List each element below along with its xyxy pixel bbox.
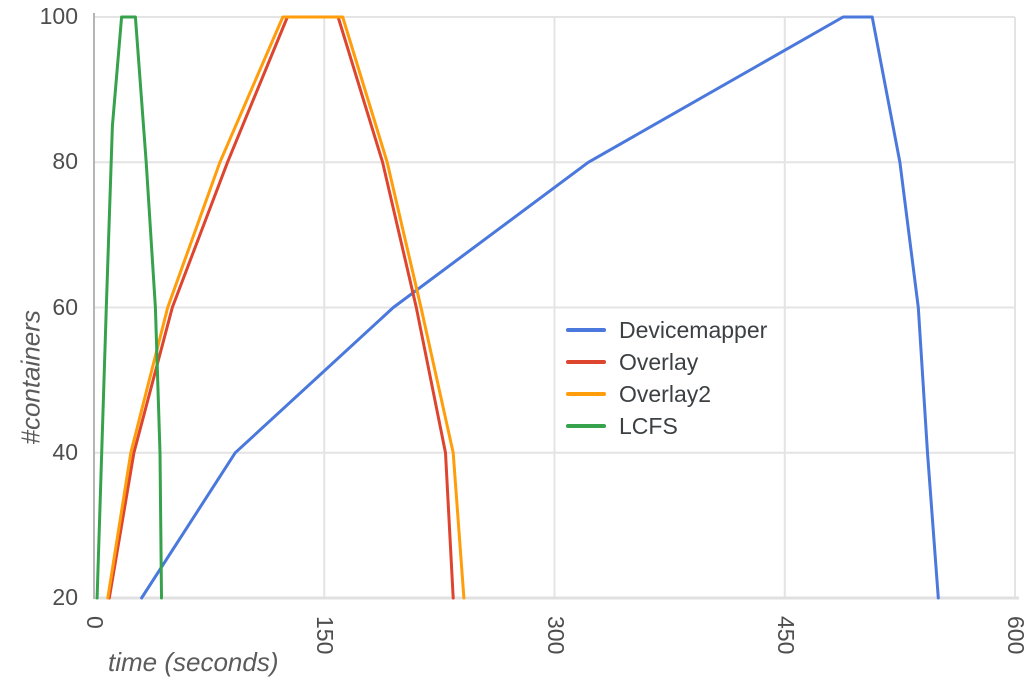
y-tick-label-60: 60 <box>52 293 78 320</box>
y-tick-label-100: 100 <box>39 3 78 29</box>
y-tick-label-80: 80 <box>52 148 78 175</box>
series-line-lcfs <box>95 15 163 600</box>
legend-item-overlay2: Overlay2 <box>566 378 767 410</box>
legend-label: LCFS <box>619 412 678 439</box>
series-line-overlay2 <box>106 15 466 600</box>
legend-swatch-overlay <box>566 360 606 364</box>
legend-label: Overlay <box>619 348 699 375</box>
legend: Devicemapper Overlay Overlay2 LCFS <box>566 314 767 442</box>
legend-label: Overlay2 <box>619 380 712 407</box>
legend-item-overlay: Overlay <box>566 346 767 378</box>
legend-label: Devicemapper <box>619 316 768 343</box>
legend-item-devicemapper: Devicemapper <box>566 314 767 346</box>
y-axis-title: #containers <box>15 310 46 445</box>
y-tick-label-20: 20 <box>52 584 78 610</box>
legend-swatch-lcfs <box>566 424 606 428</box>
x-tick-label-450: 450 <box>772 616 799 655</box>
legend-item-lcfs: LCFS <box>566 410 767 442</box>
x-tick-label-0: 0 <box>82 616 108 629</box>
series-line-devicemapper <box>140 15 940 600</box>
y-tick-label-40: 40 <box>52 438 78 465</box>
x-axis-title: time (seconds) <box>108 647 279 677</box>
legend-swatch-overlay2 <box>566 392 606 396</box>
x-tick-label-300: 300 <box>542 616 569 655</box>
legend-swatch-devicemapper <box>566 328 606 332</box>
x-tick-label-150: 150 <box>312 616 339 655</box>
x-tick-label-600: 600 <box>1003 616 1024 655</box>
